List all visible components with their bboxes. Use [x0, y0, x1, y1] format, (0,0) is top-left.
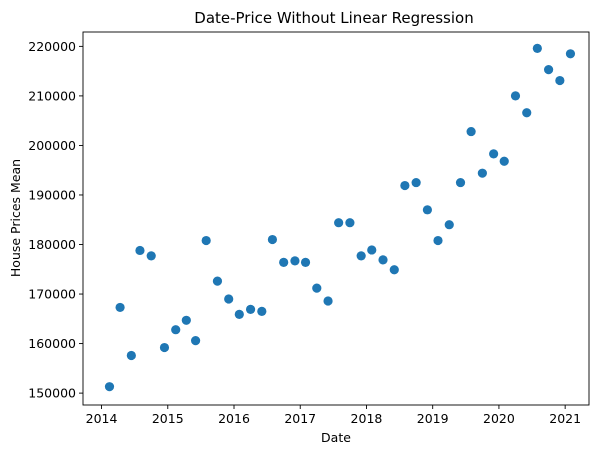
x-tick-label: 2014 [86, 411, 118, 426]
data-point [290, 256, 300, 266]
data-point [433, 235, 443, 246]
y-tick-label: 160000 [28, 336, 76, 351]
y-axis-label: House Prices Mean [8, 159, 23, 277]
data-point [522, 108, 532, 118]
x-tick-label: 2017 [284, 411, 316, 426]
data-point [532, 43, 542, 53]
data-point [489, 149, 499, 159]
data-point [146, 251, 156, 261]
data-point [279, 257, 289, 267]
y-tick-label: 170000 [28, 287, 76, 302]
data-point [345, 218, 355, 228]
data-points [104, 43, 576, 392]
data-point [171, 325, 181, 335]
chart-title: Date-Price Without Linear Regression [194, 9, 473, 27]
y-tick-label: 220000 [28, 39, 76, 54]
data-point [510, 91, 521, 101]
data-point [312, 283, 322, 293]
data-point [224, 294, 234, 304]
data-point [115, 302, 125, 313]
data-point [234, 309, 244, 319]
y-tick-label: 180000 [28, 237, 76, 252]
data-point [323, 296, 333, 306]
data-point [135, 245, 145, 256]
data-point [466, 126, 476, 137]
x-tick-label: 2020 [483, 411, 515, 426]
data-point [389, 265, 399, 275]
y-tick-label: 190000 [28, 187, 76, 202]
x-tick-label: 2016 [218, 411, 250, 426]
data-point [190, 336, 201, 346]
data-point [378, 255, 388, 265]
data-point [543, 65, 554, 75]
data-point [477, 168, 487, 178]
x-tick-label: 2021 [549, 411, 581, 426]
data-point [181, 315, 191, 325]
y-tick-label: 150000 [28, 386, 76, 401]
data-point [367, 245, 377, 255]
data-point [334, 218, 344, 228]
data-point [126, 350, 136, 361]
data-point [411, 177, 421, 188]
data-point [104, 382, 115, 392]
data-point [356, 251, 366, 261]
data-point [455, 177, 466, 188]
data-point [257, 306, 267, 316]
data-point [267, 234, 278, 245]
x-axis-label: Date [321, 430, 351, 445]
y-tick-label: 210000 [28, 88, 76, 103]
x-axis-ticks: 2014 2015 2016 2017 2018 2019 2020 2021 [86, 405, 581, 426]
data-point [245, 304, 256, 314]
data-point [300, 257, 311, 267]
y-tick-label: 200000 [28, 138, 76, 153]
data-point [444, 220, 454, 230]
data-point [201, 235, 211, 246]
data-point [565, 49, 576, 59]
data-point [159, 342, 170, 353]
x-tick-label: 2015 [152, 411, 184, 426]
data-point [422, 205, 432, 215]
x-tick-label: 2018 [351, 411, 383, 426]
x-tick-label: 2019 [417, 411, 449, 426]
data-point [212, 276, 223, 286]
data-point [400, 180, 410, 191]
y-axis-ticks: 150000 160000 170000 180000 190000 200000 2100… [28, 39, 83, 401]
data-point [555, 75, 565, 86]
plot-frame [82, 31, 590, 406]
data-point [499, 156, 509, 166]
